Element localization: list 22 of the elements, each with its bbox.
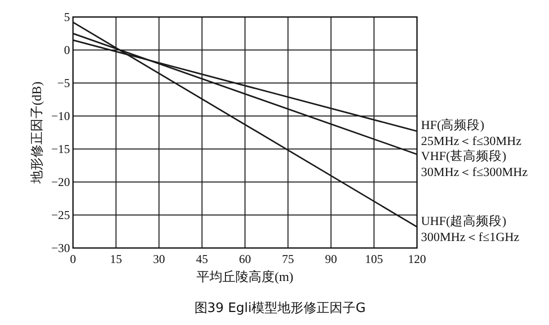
y-tick-label: 0 xyxy=(64,43,70,57)
series-label: VHF(甚高频段) 30MHz＜f≤300MHz xyxy=(421,148,528,180)
y-tick-label: −10 xyxy=(51,109,70,123)
x-tick-label: 105 xyxy=(365,252,383,266)
text: 图39 Egli模型地形修正因子G xyxy=(194,301,366,316)
x-tick-label: 30 xyxy=(153,252,165,266)
y-tick-label: 5 xyxy=(64,10,70,24)
series-label: UHF(超高频段) 300MHz＜f≤1GHz xyxy=(421,212,520,244)
x-tick-label: 120 xyxy=(408,252,426,266)
y-tick-label: −30 xyxy=(51,241,70,255)
y-axis-title: 地形修正因子(dB) xyxy=(29,82,44,184)
x-tick-label: 45 xyxy=(196,252,208,266)
x-axis-title: 平均丘陵高度(m) xyxy=(196,269,294,284)
y-tick-label: −15 xyxy=(51,142,70,156)
series-label: HF(高频段) 25MHz＜f≤30MHz xyxy=(421,117,522,148)
y-tick-label: −5 xyxy=(57,76,70,90)
x-tick-label: 90 xyxy=(325,252,337,266)
x-tick-label: 15 xyxy=(110,252,122,266)
y-tick-label: −25 xyxy=(51,208,70,222)
y-tick-label: −20 xyxy=(51,175,70,189)
x-tick-label: 75 xyxy=(282,252,294,266)
x-tick-label: 60 xyxy=(239,252,251,266)
